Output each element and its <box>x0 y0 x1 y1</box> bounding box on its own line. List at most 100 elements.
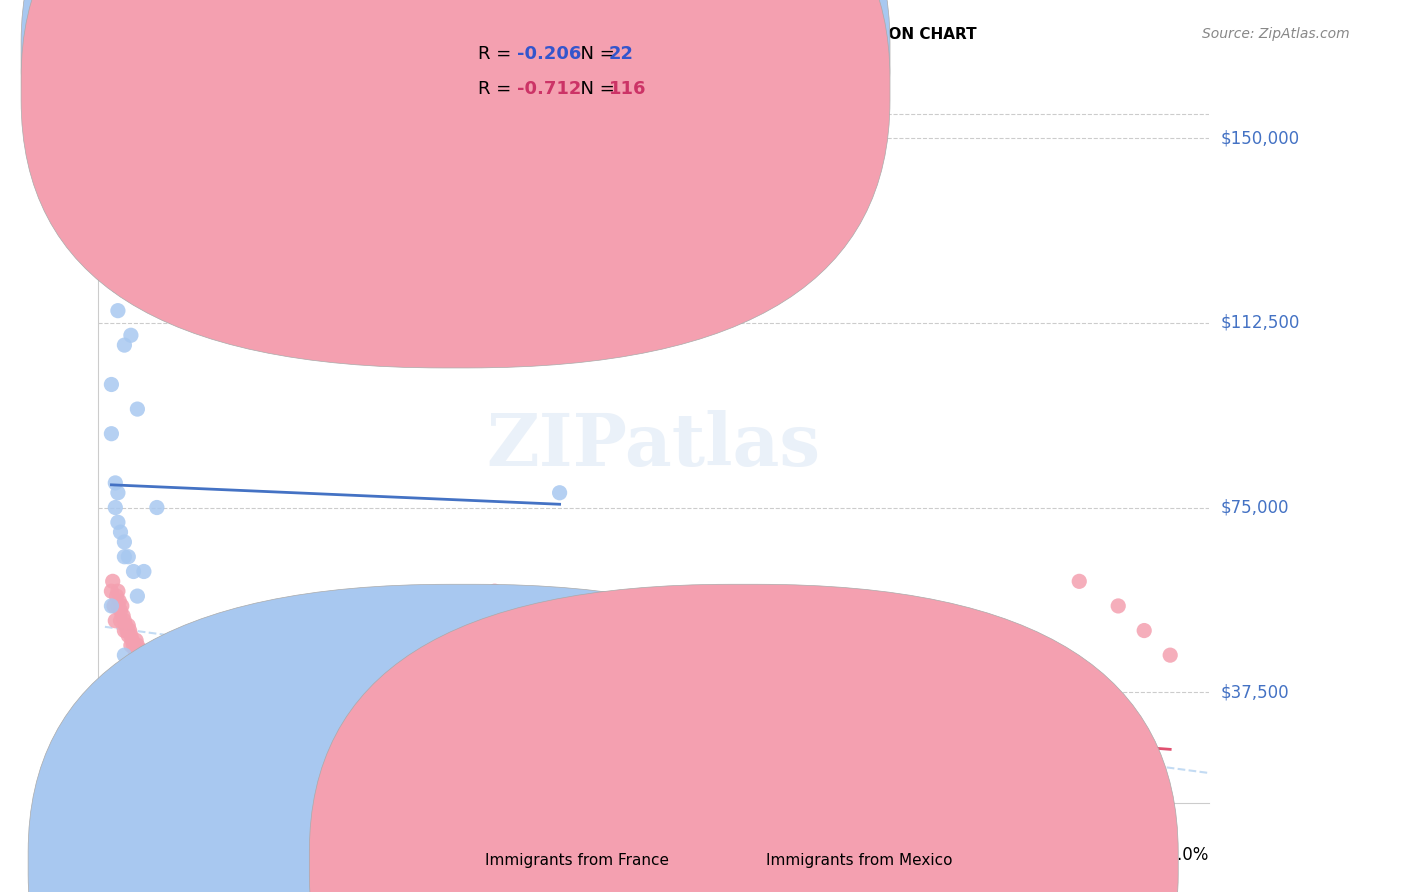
Point <box>152 678 174 692</box>
Point <box>107 584 129 599</box>
Point <box>405 761 427 775</box>
Point <box>977 712 1000 726</box>
Point <box>112 535 135 549</box>
Point <box>1069 574 1091 589</box>
Point <box>120 628 142 642</box>
Point <box>112 648 135 662</box>
Point <box>172 688 194 702</box>
Text: R =: R = <box>478 45 517 62</box>
Point <box>211 712 233 726</box>
Point <box>104 500 127 515</box>
Point <box>101 574 124 589</box>
Point <box>139 658 162 673</box>
Point <box>118 624 141 638</box>
Point <box>169 692 191 706</box>
Point <box>236 722 259 736</box>
Point <box>176 698 198 712</box>
Point <box>187 698 209 712</box>
Point <box>120 328 142 343</box>
Point <box>114 618 136 632</box>
Point <box>146 668 169 682</box>
Point <box>146 500 169 515</box>
Point <box>208 707 231 722</box>
Point <box>315 741 337 756</box>
Point <box>153 673 176 687</box>
Point <box>120 638 142 652</box>
Point <box>191 702 214 716</box>
Point <box>509 776 531 790</box>
Point <box>484 771 506 785</box>
Point <box>276 731 298 746</box>
Point <box>112 614 135 628</box>
Point <box>217 712 239 726</box>
Point <box>204 712 226 726</box>
Point <box>125 633 148 648</box>
Point <box>678 790 700 805</box>
Text: 22: 22 <box>609 45 634 62</box>
Point <box>484 584 506 599</box>
Point <box>1107 599 1129 613</box>
Point <box>107 279 129 293</box>
Text: IMMIGRANTS FROM FRANCE VS IMMIGRANTS FROM MEXICO MEDIAN MALE EARNINGS CORRELATIO: IMMIGRANTS FROM FRANCE VS IMMIGRANTS FRO… <box>56 27 977 42</box>
Point <box>100 426 122 441</box>
Point <box>200 707 222 722</box>
Text: $150,000: $150,000 <box>1220 129 1299 147</box>
Point <box>132 658 155 673</box>
Text: -0.206: -0.206 <box>517 45 582 62</box>
Point <box>184 702 207 716</box>
Point <box>122 565 145 579</box>
Point <box>124 643 146 657</box>
Point <box>136 663 159 677</box>
Point <box>142 668 165 682</box>
Text: $37,500: $37,500 <box>1220 683 1289 701</box>
Point <box>457 771 479 785</box>
Point <box>165 682 187 697</box>
Point <box>249 727 271 741</box>
Point <box>132 565 155 579</box>
Point <box>808 796 831 810</box>
Point <box>100 599 122 613</box>
Point <box>146 673 169 687</box>
Point <box>111 599 134 613</box>
Point <box>548 485 571 500</box>
Point <box>110 604 132 618</box>
Point <box>129 643 152 657</box>
Point <box>548 599 571 613</box>
Point <box>1002 722 1025 736</box>
Point <box>107 485 129 500</box>
Point <box>121 633 143 648</box>
Point <box>808 673 831 687</box>
Point <box>107 516 129 530</box>
Point <box>1002 803 1025 817</box>
Point <box>129 648 152 662</box>
Point <box>174 692 197 706</box>
Point <box>678 628 700 642</box>
Point <box>432 766 454 780</box>
Point <box>149 673 172 687</box>
Point <box>166 688 188 702</box>
Point <box>224 717 246 731</box>
Point <box>1133 761 1156 775</box>
Text: ZIPatlas: ZIPatlas <box>486 410 821 482</box>
Point <box>107 303 129 318</box>
Point <box>100 584 122 599</box>
Point <box>340 747 363 761</box>
Point <box>139 663 162 677</box>
Point <box>898 692 921 706</box>
Point <box>159 682 181 697</box>
Point <box>1029 805 1052 820</box>
Point <box>148 668 170 682</box>
Point <box>108 594 131 608</box>
Point <box>179 692 201 706</box>
Point <box>127 402 149 417</box>
Point <box>112 549 135 564</box>
Text: 80.0%: 80.0% <box>1157 846 1209 863</box>
Point <box>132 653 155 667</box>
Point <box>122 638 145 652</box>
Point <box>131 648 153 662</box>
Point <box>104 475 127 490</box>
Point <box>195 707 218 722</box>
Point <box>1029 731 1052 746</box>
Point <box>143 663 166 677</box>
Point <box>162 682 184 697</box>
